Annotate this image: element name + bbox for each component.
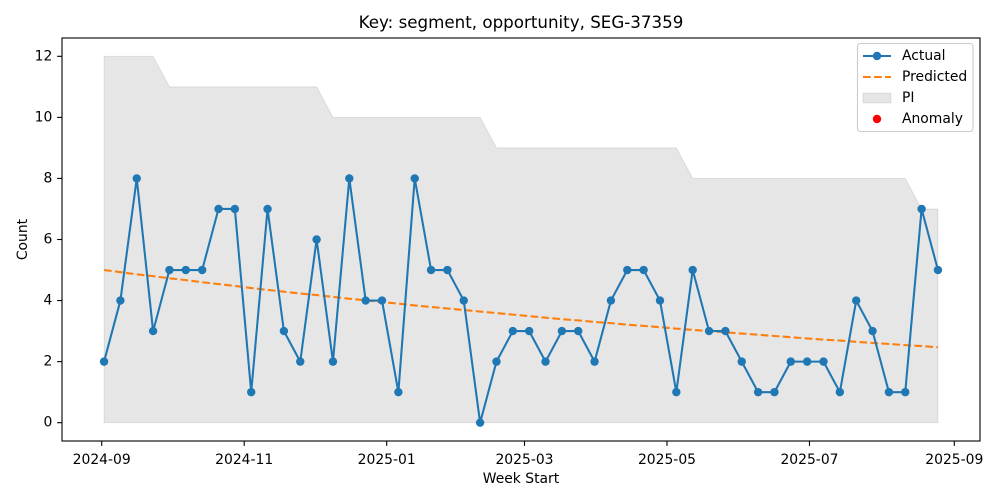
actual-point	[933, 265, 943, 275]
actual-point	[574, 326, 583, 336]
legend-entry-actual: Actual	[863, 48, 946, 64]
actual-point	[345, 174, 354, 183]
legend-anomaly-marker	[872, 114, 882, 124]
actual-point	[263, 204, 272, 214]
x-tick-label: 2025-05	[638, 452, 696, 468]
actual-point	[655, 296, 665, 305]
legend-entry-predicted: Predicted	[863, 69, 967, 85]
actual-point	[639, 265, 648, 275]
legend-label-pi: PI	[902, 90, 914, 106]
actual-point	[426, 265, 436, 275]
x-tick-label: 2025-01	[358, 452, 416, 468]
legend-entry-pi: PI	[862, 90, 914, 106]
actual-point	[296, 357, 305, 366]
x-axis: 2024-09 2024-11 2025-01 2025-03 2025-05 2025-…	[73, 441, 983, 468]
actual-point	[770, 387, 779, 397]
y-tick-label: 0	[43, 415, 52, 431]
actual-point	[835, 387, 845, 397]
actual-point	[132, 174, 141, 183]
actual-point	[852, 296, 861, 305]
actual-point	[590, 357, 599, 366]
actual-point	[688, 265, 697, 275]
actual-point	[475, 418, 485, 427]
x-tick-label: 2025-07	[780, 452, 838, 468]
actual-series-line	[103, 177, 939, 424]
actual-point	[361, 296, 370, 305]
actual-point	[802, 357, 812, 366]
legend: Actual Predicted PI Anomaly	[856, 42, 974, 133]
legend-label-anomaly: Anomaly	[902, 111, 963, 127]
actual-point	[181, 265, 190, 275]
legend-actual-marker	[872, 51, 882, 61]
actual-point	[524, 326, 534, 336]
y-tick-label: 2	[43, 354, 52, 370]
actual-point	[394, 387, 403, 397]
actual-point	[508, 326, 518, 336]
actual-point	[197, 265, 207, 275]
y-tick-label: 8	[43, 170, 52, 186]
actual-point	[116, 296, 125, 305]
actual-point	[868, 326, 877, 336]
y-tick-label: 4	[43, 293, 52, 309]
legend-frame	[856, 42, 974, 133]
actual-point	[606, 296, 616, 305]
x-tick-label: 2025-03	[495, 452, 553, 468]
actual-point	[884, 387, 894, 397]
actual-point	[753, 387, 763, 397]
actual-point	[148, 326, 158, 336]
actual-point	[377, 296, 387, 305]
actual-point	[623, 265, 632, 275]
actual-point	[901, 387, 910, 397]
actual-point	[819, 357, 828, 366]
y-axis-label: Count	[15, 218, 31, 260]
predicted-series-line	[103, 268, 939, 349]
x-tick-label: 2025-09	[925, 452, 983, 468]
actual-point	[704, 326, 714, 336]
x-axis-label: Week Start	[483, 471, 560, 487]
actual-point	[492, 357, 501, 366]
actual-point	[721, 326, 730, 336]
x-tick-label: 2024-09	[73, 452, 131, 468]
actual-point	[214, 204, 223, 214]
actual-point	[541, 357, 550, 366]
y-tick-label: 6	[43, 232, 52, 248]
actual-series-layer	[99, 174, 943, 427]
predicted-series-layer	[103, 268, 939, 349]
actual-point	[312, 235, 321, 244]
actual-point	[786, 357, 795, 366]
y-tick-label: 12	[35, 48, 53, 64]
actual-point	[443, 265, 452, 275]
legend-entry-anomaly: Anomaly	[872, 111, 963, 127]
actual-point	[279, 326, 289, 336]
legend-label-actual: Actual	[902, 48, 946, 64]
y-tick-label: 10	[35, 109, 53, 125]
actual-point	[737, 357, 746, 366]
actual-point	[672, 387, 681, 397]
actual-point	[410, 174, 419, 183]
actual-point	[328, 357, 338, 366]
actual-point	[99, 357, 109, 366]
actual-point	[165, 265, 174, 275]
chart-title: Key: segment, opportunity, SEG-37359	[359, 12, 684, 32]
actual-point	[230, 204, 240, 214]
actual-point	[247, 387, 256, 397]
y-axis: 0 2 4 6 8 10 12	[35, 48, 62, 431]
legend-label-predicted: Predicted	[902, 69, 967, 85]
x-tick-label: 2024-11	[215, 452, 273, 468]
actual-point	[557, 326, 567, 336]
actual-point	[459, 296, 468, 305]
actual-point	[917, 204, 926, 214]
legend-pi-patch	[862, 92, 892, 104]
